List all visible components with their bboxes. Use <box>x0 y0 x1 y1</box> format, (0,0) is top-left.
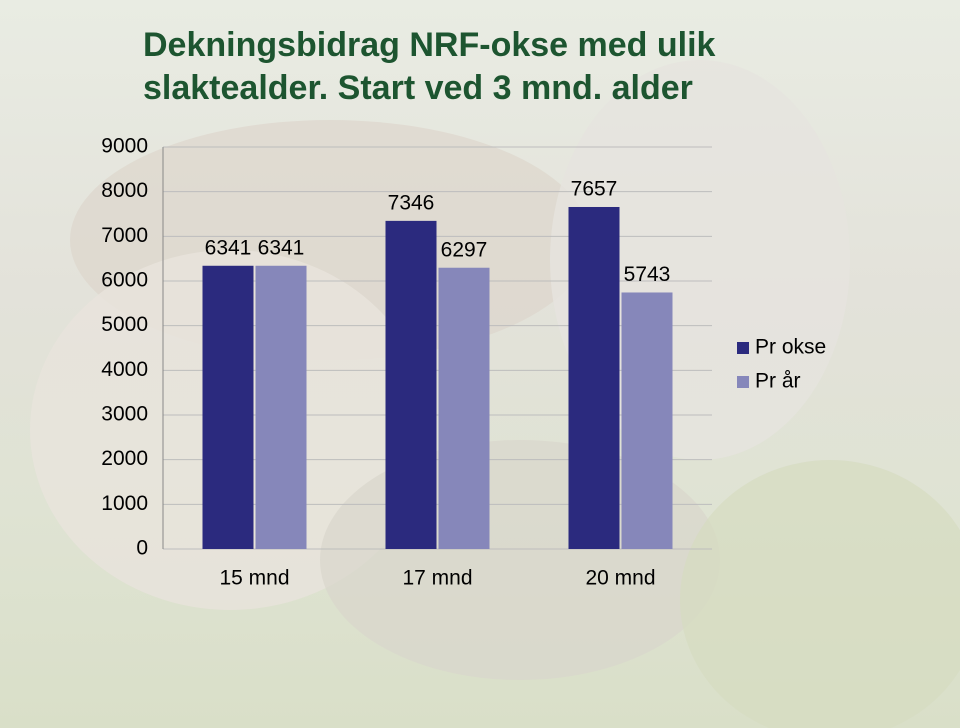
y-tick-label: 3000 <box>101 403 148 426</box>
chart-title: Dekningsbidrag NRF-okse med ulik slaktea… <box>143 26 716 107</box>
value-label: 6297 <box>441 238 488 261</box>
y-tick-label: 7000 <box>101 224 148 247</box>
bar <box>385 220 437 549</box>
bar <box>202 265 254 549</box>
legend-swatch <box>737 342 749 354</box>
value-label: 6341 <box>205 236 252 259</box>
bar <box>438 267 490 549</box>
x-tick-label: 15 mnd <box>219 567 289 590</box>
y-tick-label: 0 <box>136 537 148 560</box>
bar <box>255 265 307 549</box>
value-label: 6341 <box>258 236 305 259</box>
x-tick-label: 17 mnd <box>402 567 472 590</box>
y-tick-label: 9000 <box>101 135 148 158</box>
x-tick-label: 20 mnd <box>585 567 655 590</box>
bar <box>568 206 620 549</box>
legend-swatch <box>737 376 749 388</box>
y-tick-label: 8000 <box>101 179 148 202</box>
legend-label: Pr okse <box>755 336 826 359</box>
legend-label: Pr år <box>755 370 801 393</box>
value-label: 7657 <box>571 178 618 201</box>
y-tick-label: 6000 <box>101 269 148 292</box>
y-tick-label: 2000 <box>101 447 148 470</box>
value-label: 5743 <box>624 263 671 286</box>
bar <box>621 292 673 549</box>
y-tick-label: 1000 <box>101 492 148 515</box>
y-tick-label: 5000 <box>101 313 148 336</box>
value-label: 7346 <box>388 191 435 214</box>
y-tick-label: 4000 <box>101 358 148 381</box>
